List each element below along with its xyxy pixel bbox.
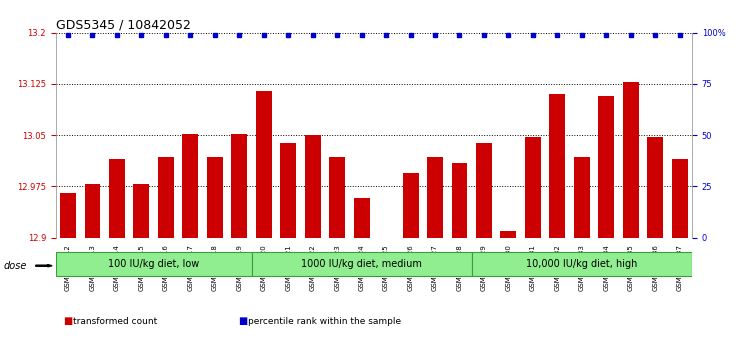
Bar [231, 134, 247, 238]
Bar [501, 231, 516, 238]
Text: dose: dose [4, 261, 27, 271]
Text: ■: ■ [63, 316, 72, 326]
FancyBboxPatch shape [251, 252, 472, 276]
Bar [60, 193, 76, 238]
Text: 10,000 IU/kg diet, high: 10,000 IU/kg diet, high [526, 258, 638, 269]
Text: 100 IU/kg diet, low: 100 IU/kg diet, low [108, 258, 199, 269]
Bar [427, 157, 443, 238]
Bar [476, 143, 492, 238]
Bar [256, 91, 272, 238]
Text: ■: ■ [238, 316, 247, 326]
Bar [182, 134, 199, 238]
FancyBboxPatch shape [472, 252, 692, 276]
Bar [672, 159, 687, 238]
Bar [452, 163, 467, 238]
Bar [525, 137, 541, 238]
Bar [280, 143, 296, 238]
Bar [109, 159, 125, 238]
Bar [329, 157, 345, 238]
Bar [598, 95, 615, 238]
Bar [305, 135, 321, 238]
Bar [353, 198, 370, 238]
Text: transformed count: transformed count [73, 317, 157, 326]
FancyBboxPatch shape [56, 252, 251, 276]
Bar [647, 136, 663, 238]
Bar [549, 94, 565, 238]
Text: GDS5345 / 10842052: GDS5345 / 10842052 [56, 19, 190, 32]
Bar [133, 184, 150, 238]
Bar [85, 184, 100, 238]
Text: percentile rank within the sample: percentile rank within the sample [248, 317, 401, 326]
Bar [574, 157, 590, 238]
Bar [158, 157, 174, 238]
Bar [403, 173, 419, 238]
Bar [207, 157, 222, 238]
Bar [623, 82, 638, 238]
Text: 1000 IU/kg diet, medium: 1000 IU/kg diet, medium [301, 258, 422, 269]
